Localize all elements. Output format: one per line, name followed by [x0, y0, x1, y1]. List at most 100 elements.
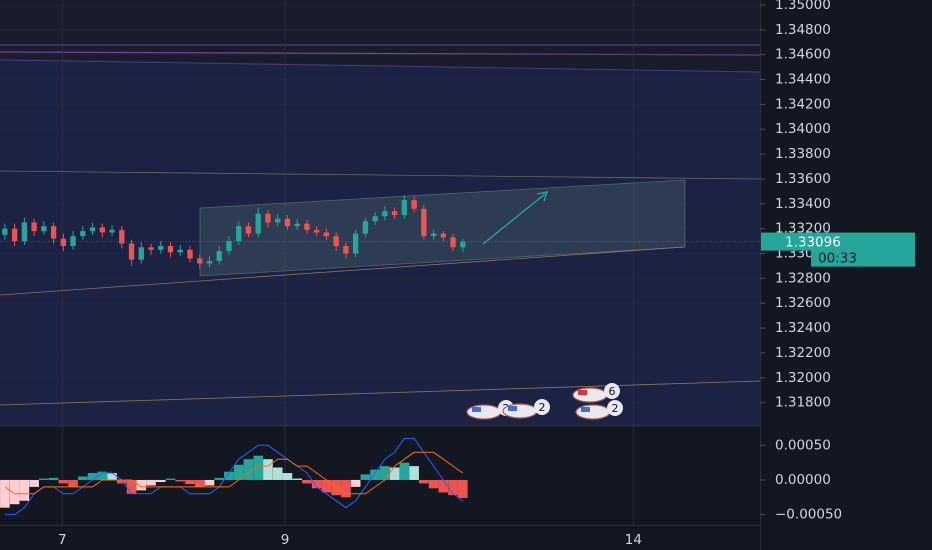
events: 2262	[466, 383, 623, 420]
candle-body	[382, 211, 388, 217]
y-tick-label: 1.32200	[775, 345, 831, 361]
candle-body	[128, 243, 135, 260]
histogram-bar	[457, 479, 468, 498]
candle-body	[294, 223, 300, 227]
event-badge	[607, 400, 623, 416]
y-tick-label: 1.34200	[775, 96, 831, 112]
histogram-bar	[9, 479, 20, 505]
candles	[0, 195, 760, 269]
trend-line	[0, 170, 761, 180]
candle-body	[21, 222, 28, 242]
candle-body	[372, 216, 378, 222]
candle-body	[206, 260, 213, 264]
histogram-bar	[399, 462, 410, 480]
histogram-bar	[194, 479, 205, 487]
histogram-bar	[48, 477, 59, 480]
trend-line	[0, 246, 686, 296]
y-tick-label: 1.34800	[775, 22, 831, 38]
candle-body	[460, 241, 466, 248]
y-tick-label: −0.00050	[775, 507, 842, 523]
y-tick-label: 1.34000	[775, 121, 831, 137]
indicator-line	[4, 437, 464, 516]
histogram-bar	[0, 479, 10, 508]
histogram-bar	[331, 479, 341, 496]
y-tick-label: 0.00000	[775, 472, 831, 488]
channel-drawing	[199, 179, 686, 277]
candle-body	[216, 251, 222, 261]
candle-body	[177, 249, 183, 253]
histogram-bar	[214, 477, 225, 480]
histogram-bar	[136, 479, 147, 491]
trend-line	[0, 380, 761, 406]
histogram-bar	[253, 455, 264, 480]
candle-body	[352, 233, 359, 254]
histogram-bar	[58, 479, 69, 484]
candle-body	[401, 200, 408, 215]
x-tick-label: 9	[281, 532, 290, 548]
histogram-bar	[155, 479, 166, 483]
histogram-bar	[116, 479, 127, 484]
candle-body	[284, 218, 291, 227]
event-count: 6	[609, 385, 616, 398]
candle-body	[430, 233, 437, 237]
candle-body	[89, 227, 96, 232]
histogram-bar	[68, 479, 78, 487]
event-badge	[534, 399, 550, 415]
y-tick-label: 1.34600	[775, 47, 831, 63]
candle-body	[11, 228, 18, 242]
candle-body	[41, 226, 47, 232]
candle-body	[109, 229, 115, 233]
candle-body	[362, 221, 369, 234]
y-tick-label: 1.32600	[775, 295, 831, 311]
macd-pane	[0, 437, 468, 516]
histogram-bar	[77, 476, 88, 480]
arrow	[482, 193, 546, 245]
candle-body	[391, 211, 398, 215]
x-tick-label: 7	[58, 532, 67, 548]
candle-body	[236, 226, 242, 242]
histogram-bar	[428, 479, 439, 489]
candle-body	[119, 229, 125, 244]
event-count: 2	[612, 402, 619, 415]
y-tick-label: 0.00050	[775, 437, 831, 453]
candle-body	[304, 223, 310, 230]
histogram-bar	[311, 479, 322, 489]
candle-body	[411, 200, 417, 209]
last-price-label: 1.33096	[785, 235, 841, 251]
candle-body	[31, 222, 37, 232]
histogram-bar	[272, 467, 283, 480]
histogram-bar	[146, 479, 156, 486]
histogram-bar	[360, 474, 371, 480]
histogram-bar	[370, 469, 380, 480]
event-flag-canton	[581, 407, 590, 412]
histogram-bar	[409, 466, 419, 480]
candle-body	[148, 247, 154, 250]
y-tick-label: 1.32400	[775, 320, 831, 336]
candle-body	[226, 241, 232, 252]
y-tick-label: 1.32000	[775, 370, 831, 386]
candle-body	[265, 213, 271, 223]
histogram-bar	[263, 459, 273, 480]
candle-body	[2, 228, 8, 235]
histogram-bar	[224, 471, 234, 480]
candle-body	[187, 249, 193, 259]
histogram-bar	[87, 473, 98, 480]
countdown-box	[811, 249, 915, 267]
histogram-bar	[321, 479, 332, 493]
x-tick-label: 14	[625, 532, 642, 548]
y-tick-label: 1.33400	[775, 196, 831, 212]
y-tick-label: 1.35000	[775, 0, 831, 13]
histogram-bar	[233, 464, 244, 480]
candle-body	[50, 226, 57, 239]
histogram-bar	[29, 479, 39, 487]
candle-body	[450, 237, 456, 248]
histogram-bar	[389, 467, 400, 480]
y-tick-label: 1.33800	[775, 146, 831, 162]
indicator-line	[4, 451, 464, 495]
histogram-bar	[204, 479, 215, 486]
candle-body	[158, 246, 164, 250]
candle-body	[343, 246, 349, 254]
candle-body	[60, 238, 67, 247]
